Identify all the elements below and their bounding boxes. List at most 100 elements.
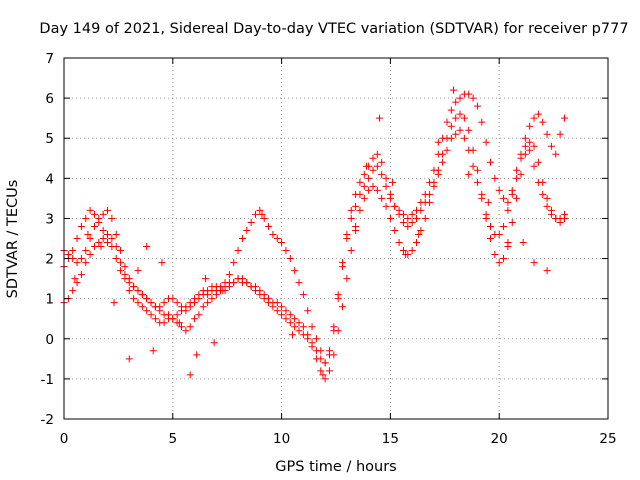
data-point-scatter — [193, 351, 201, 359]
data-point-track-c — [186, 303, 194, 311]
data-point-track-c — [195, 291, 203, 299]
data-point-track-b — [334, 327, 342, 335]
data-point-track-c — [86, 235, 94, 242]
data-point-track-a — [352, 202, 360, 210]
data-point-scatter — [519, 239, 527, 247]
data-point-track-b — [73, 279, 81, 287]
data-point-track-c — [534, 178, 542, 186]
data-point-track-a — [521, 134, 529, 142]
data-point-track-c — [447, 134, 455, 142]
data-point-track-a — [504, 198, 512, 206]
data-point-track-b — [321, 375, 329, 383]
data-point-track-c — [156, 303, 164, 311]
y-tick-label: -2 — [41, 412, 54, 428]
data-point-track-b — [486, 235, 494, 242]
data-point-track-a — [382, 182, 390, 190]
data-point-track-b — [104, 239, 112, 247]
data-point-track-c — [121, 263, 129, 271]
data-point-track-a — [238, 235, 246, 242]
data-point-track-b — [517, 170, 525, 178]
data-point-track-c — [460, 134, 468, 142]
data-point-track-b — [212, 291, 220, 299]
data-point-track-b — [273, 299, 281, 307]
data-point-scatter — [71, 275, 79, 283]
data-point-track-a — [312, 335, 320, 343]
data-point-track-c — [212, 283, 220, 291]
data-point-track-b — [421, 214, 429, 222]
data-point-track-a — [378, 170, 386, 178]
data-point-track-c — [382, 174, 390, 182]
data-point-track-b — [90, 243, 98, 251]
data-point-track-a — [243, 226, 251, 234]
data-point-track-a — [456, 94, 464, 102]
data-point-track-a — [539, 118, 547, 126]
data-point-scatter — [84, 230, 92, 238]
data-point-scatter — [143, 243, 151, 251]
data-point-scatter — [543, 267, 551, 275]
data-point-scatter — [389, 178, 397, 186]
data-point-track-c — [143, 295, 151, 303]
data-point-track-c — [334, 291, 342, 299]
x-tick-label: 25 — [599, 431, 616, 447]
data-point-track-c — [90, 222, 98, 230]
data-point-track-c — [413, 214, 421, 222]
y-tick-label: 7 — [45, 51, 54, 67]
data-point-track-c — [125, 275, 133, 283]
data-point-track-c — [530, 162, 538, 170]
data-point-track-c — [182, 307, 190, 315]
data-point-track-a — [482, 138, 490, 146]
data-point-scatter — [504, 243, 512, 251]
data-point-track-c — [273, 307, 281, 315]
data-point-track-a — [547, 142, 555, 150]
data-point-track-c — [526, 146, 534, 154]
data-point-track-a — [265, 222, 273, 230]
data-point-track-a — [447, 106, 455, 114]
y-axis-label: SDTVAR / TECUs — [5, 180, 21, 299]
data-point-track-c — [521, 142, 529, 150]
data-point-track-a — [90, 210, 98, 218]
data-point-scatter — [210, 339, 218, 347]
plot-frame — [63, 57, 609, 420]
data-point-track-c — [352, 190, 360, 198]
data-point-track-a — [552, 150, 560, 158]
data-point-track-b — [382, 202, 390, 210]
data-point-track-c — [452, 130, 460, 138]
data-point-track-c — [378, 158, 386, 166]
data-point-track-a — [117, 259, 125, 267]
data-point-track-c — [421, 198, 429, 206]
data-point-track-a — [286, 255, 294, 263]
data-point-track-b — [456, 110, 464, 118]
data-point-track-a — [469, 94, 477, 102]
data-point-track-b — [495, 259, 503, 267]
data-point-track-a — [225, 271, 233, 279]
data-point-track-c — [243, 279, 251, 287]
data-point-track-a — [534, 110, 542, 118]
data-point-track-c — [295, 327, 303, 335]
data-point-track-b — [195, 311, 203, 319]
data-point-track-c — [251, 287, 259, 295]
data-point-track-b — [417, 226, 425, 234]
data-point-track-b — [339, 303, 347, 311]
data-point-track-a — [291, 267, 299, 275]
data-point-track-a — [69, 247, 77, 255]
data-point-track-a — [173, 311, 181, 319]
data-point-track-c — [204, 287, 212, 295]
data-point-track-c — [495, 230, 503, 238]
x-tick-label: 10 — [273, 431, 290, 447]
data-point-track-c — [369, 154, 377, 162]
data-point-track-c — [456, 126, 464, 134]
data-point-track-b — [543, 194, 551, 202]
x-axis-label: GPS time / hours — [275, 459, 396, 475]
data-point-track-a — [230, 259, 238, 267]
data-point-track-a — [295, 279, 303, 287]
data-point-track-a — [556, 130, 564, 138]
data-point-track-c — [169, 295, 177, 303]
data-point-track-c — [134, 287, 142, 295]
data-point-track-a — [256, 206, 264, 214]
data-point-track-b — [191, 315, 199, 323]
data-point-track-b — [286, 311, 294, 319]
data-point-track-b — [291, 315, 299, 323]
x-tick-label: 5 — [169, 431, 178, 447]
data-point-track-a — [104, 230, 112, 238]
